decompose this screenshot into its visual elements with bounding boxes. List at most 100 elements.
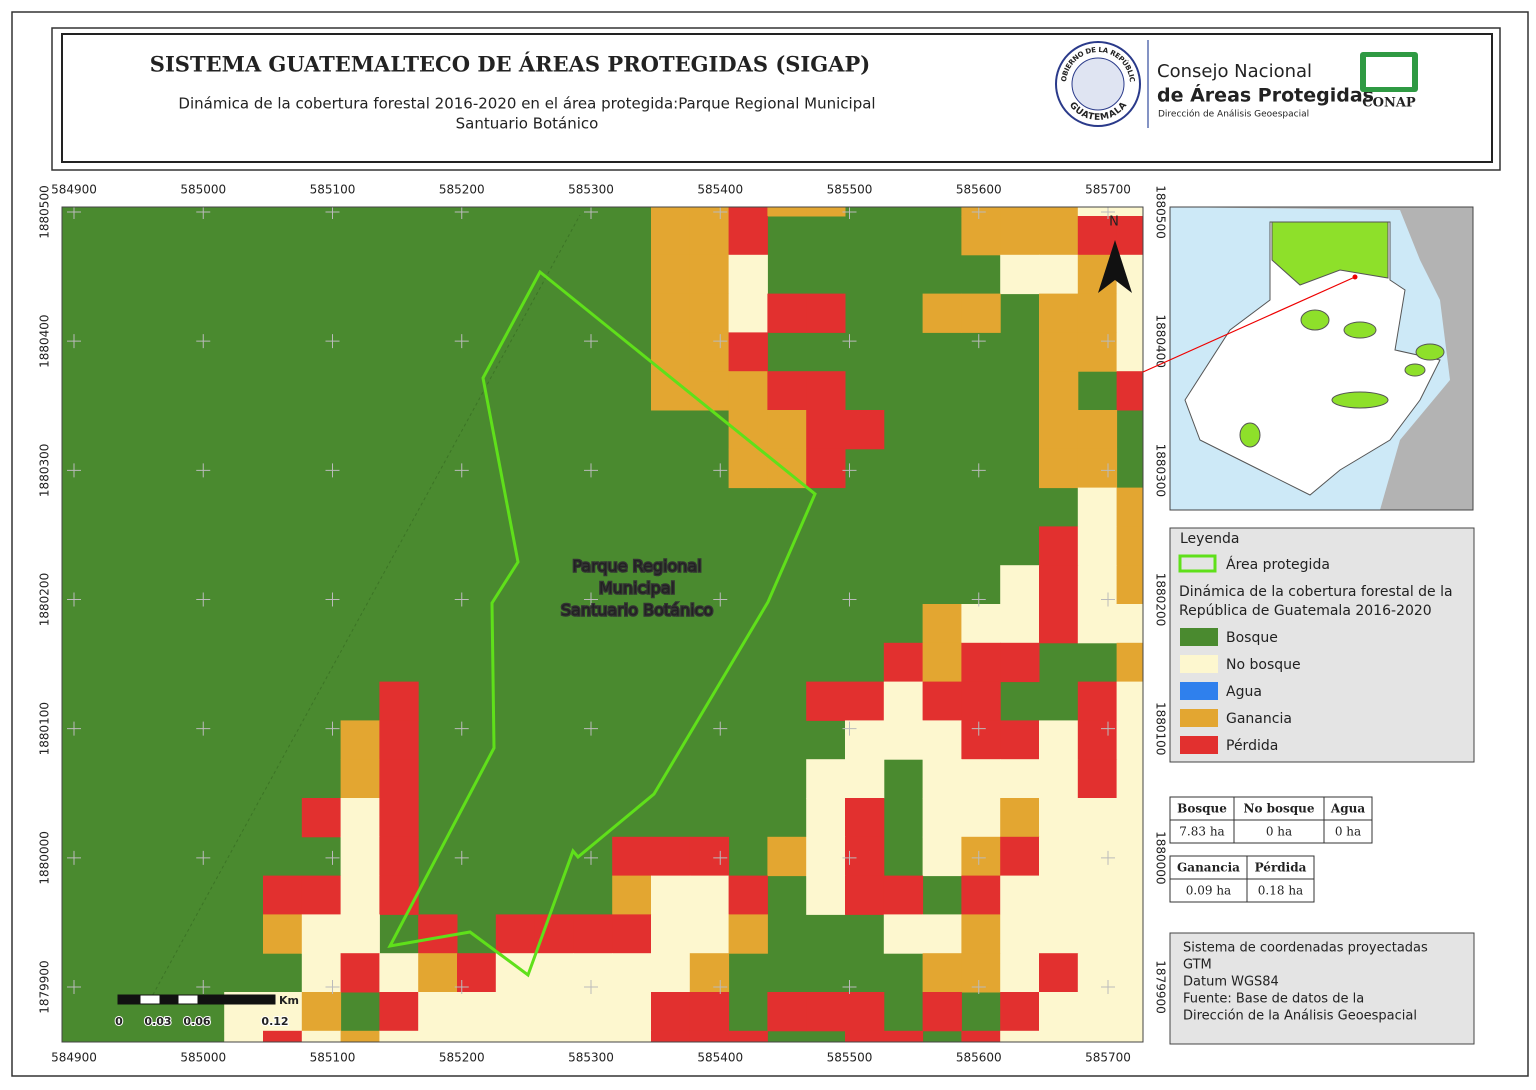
subtitle: Dinámica de la cobertura forestal 2016-2…: [178, 95, 875, 113]
raster-cell: [1039, 216, 1079, 256]
raster-cell: [1077, 604, 1118, 644]
raster-cell: [806, 836, 846, 877]
legend-subtitle: Dinámica de la cobertura forestal de la: [1179, 584, 1453, 600]
raster-cell: [689, 332, 730, 372]
raster-cell: [1000, 604, 1040, 644]
scale-label: 0.03: [144, 1015, 171, 1028]
raster-cell: [301, 1030, 342, 1042]
grid-cross: [325, 850, 340, 865]
raster-cell: [1000, 759, 1040, 799]
raster-cell: [922, 836, 962, 877]
grid-cross: [584, 463, 598, 478]
title: SISTEMA GUATEMALTECO DE ÁREAS PROTEGIDAS…: [150, 52, 870, 77]
grid-cross: [584, 980, 598, 995]
raster-cell: [1077, 875, 1118, 915]
raster-cell: [689, 992, 730, 1032]
raster-cell: [1116, 604, 1143, 644]
raster-cell: [651, 293, 691, 333]
raster-cell: [379, 759, 419, 799]
grid-cross: [67, 334, 81, 349]
raster-cell: [961, 604, 1001, 644]
raster-cell: [806, 992, 846, 1032]
legend-label: Agua: [1226, 684, 1262, 700]
raster-cell: [961, 759, 1001, 799]
raster-cell: [1039, 953, 1079, 993]
raster-cell: [883, 681, 924, 721]
raster-cell: [1077, 1030, 1118, 1042]
logo-text: Consejo Nacional: [1157, 61, 1312, 82]
raster-cell: [1116, 875, 1143, 915]
inset-protected: [1271, 221, 1389, 286]
conap-text: CONAP: [1362, 96, 1416, 111]
x-tick-label: 585200: [439, 1051, 485, 1065]
north-label: N: [1109, 215, 1119, 230]
grid-cross: [67, 463, 81, 478]
grid-cross: [584, 592, 598, 607]
raster-cell: [612, 836, 652, 877]
raster-cell: [845, 410, 885, 450]
y-tick-label: 1880300: [1154, 444, 1168, 497]
raster-cell: [379, 875, 419, 915]
raster-cell: [418, 1030, 458, 1042]
raster-cell: [883, 720, 924, 760]
grid-cross: [584, 850, 598, 865]
y-tick-label: 1879900: [1154, 960, 1168, 1013]
y-tick-label: 1880400: [1154, 314, 1168, 367]
y-tick-label: 1880500: [1154, 185, 1168, 238]
raster-cell: [651, 992, 691, 1032]
raster-cell: [1077, 759, 1118, 799]
raster-cell: [534, 914, 574, 954]
raster-cell: [689, 836, 730, 877]
grid-cross: [842, 592, 857, 607]
raster-cell: [495, 914, 536, 954]
raster-cell: [689, 293, 730, 333]
raster-cell: [728, 216, 768, 256]
raster-cell: [728, 371, 768, 411]
locator-line: [1142, 276, 1356, 373]
raster-cell: [961, 216, 1001, 256]
grid-cross: [713, 334, 728, 349]
inset-map: [1170, 207, 1473, 510]
raster-cell: [922, 681, 962, 721]
raster-cell: [689, 254, 730, 295]
scale-bar: [197, 994, 276, 1005]
raster-cell: [845, 798, 885, 838]
raster-cell: [1116, 953, 1143, 993]
info-line: Datum WGS84: [1183, 975, 1279, 990]
raster-cell: [1000, 992, 1040, 1032]
raster-cell: [651, 216, 691, 256]
raster-cell: [922, 604, 962, 644]
raster-cell: [573, 914, 613, 954]
area-label: Parque Regional: [572, 557, 701, 576]
raster-cell: [1039, 759, 1079, 799]
grid-cross: [325, 592, 340, 607]
raster-cell: [1116, 798, 1143, 838]
grid-cross: [971, 980, 986, 995]
raster-cell: [922, 914, 962, 954]
logo-text: Dirección de Análisis Geoespacial: [1158, 109, 1309, 120]
scale-label: 0.12: [261, 1015, 288, 1028]
grid-cross: [67, 721, 81, 736]
raster-cell: [806, 207, 846, 217]
raster-cell: [767, 836, 807, 877]
raster-cell: [651, 207, 691, 217]
raster-cell: [301, 798, 342, 838]
info-line: Dirección de la Análisis Geoespacial: [1183, 1009, 1417, 1024]
raster-cell: [1077, 798, 1118, 838]
raster-cell: [728, 448, 768, 489]
raster-cell: [845, 836, 885, 877]
raster-cell: [301, 992, 342, 1032]
raster-cell: [922, 759, 962, 799]
raster-cell: [1000, 875, 1040, 915]
raster-cell: [1077, 836, 1118, 877]
y-tick-label: 1880200: [1154, 573, 1168, 626]
raster-cell: [1039, 526, 1079, 566]
raster-cell: [340, 759, 380, 799]
legend-label: Área protegida: [1226, 556, 1330, 573]
raster-cell: [922, 720, 962, 760]
raster-cell: [1039, 410, 1079, 450]
raster-cell: [1077, 448, 1118, 489]
raster-cell: [1077, 992, 1118, 1032]
raster-cell: [1116, 1030, 1143, 1042]
inset-neighbors: [1170, 207, 1473, 510]
